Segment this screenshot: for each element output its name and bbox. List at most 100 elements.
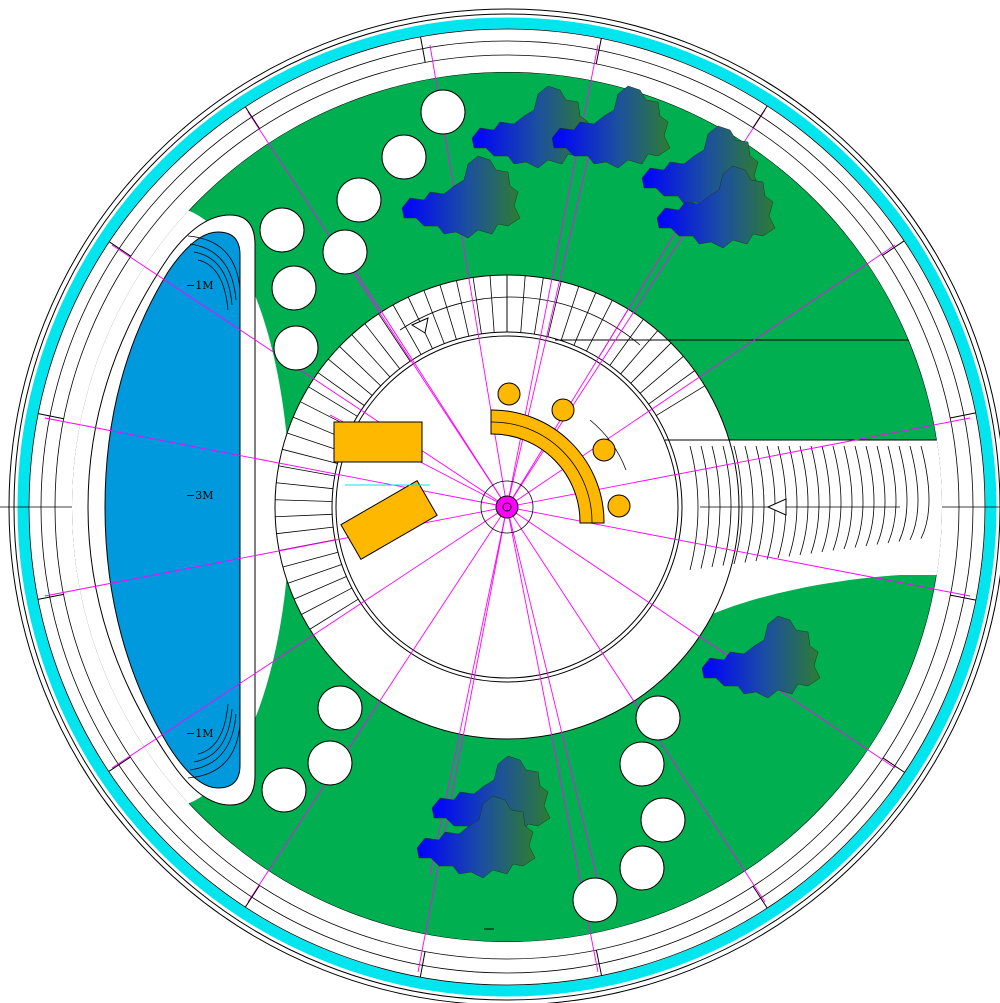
dimension-tick [882,757,905,773]
round-stool [420,89,466,135]
dimension-ticks [37,36,976,978]
stair-tread [722,445,732,566]
stair-tread [439,284,457,340]
stair-tread [282,448,338,464]
bar-stool [497,382,521,406]
stair-tread [656,385,706,416]
dimension-tick [37,593,64,600]
dimension-tick [752,885,768,909]
stair-tread [586,300,613,352]
stair-tread [639,356,684,394]
guide-line [111,506,508,769]
stair-tread [609,319,644,366]
ramp-arrow-right [766,498,787,516]
stair-tread [854,445,864,548]
stair-tread [810,445,820,554]
stair-tread [309,598,359,630]
round-stool [261,767,307,813]
round-stool [381,134,427,180]
stair-tread [308,386,358,417]
stair-tread [689,445,699,571]
round-stool [635,695,681,741]
guide-line [247,111,508,508]
dimension-tick [244,885,261,908]
stair-tread [489,275,495,333]
depth-label-middle: −3M [186,489,213,502]
guide-line [111,244,508,508]
dimension-tick [38,413,64,420]
stair-tread [317,372,365,406]
curved-counter [490,409,605,524]
stair-tread [472,277,482,334]
depth-label-upper: −1M [186,279,213,292]
stair-tread [276,526,334,535]
bench-lower [340,479,438,561]
stair-tread [898,445,908,542]
round-stools [259,89,686,923]
stair-tread [547,281,562,337]
dimension-tick [108,756,131,772]
stair-tread [821,445,831,553]
guide-line [44,417,508,508]
stair-tread [287,564,342,584]
stair-tread [286,432,342,452]
stair-tread [282,551,339,568]
pool-water [104,231,241,789]
stair-tread [301,587,353,615]
guide-line [506,506,896,769]
stair-treads-right [689,445,930,571]
round-stool [322,229,368,275]
dimension-tick [950,594,976,601]
stair-tread [832,445,842,551]
dimension-tick [595,38,602,64]
guide-line [247,506,508,903]
stair-tread [520,275,526,333]
dimension-tick [244,106,261,129]
stair-tread [275,513,333,518]
bench-upper [333,421,423,463]
round-stool [259,207,305,253]
stair-tread [275,499,333,502]
furniture [333,382,631,561]
stair-tread [843,445,853,550]
dimension-tick [109,241,132,257]
stair-tread [392,304,422,355]
stair-tread [887,445,897,544]
pool: −1M −3M −1M [87,214,256,806]
stair-tread [278,465,335,477]
stair-tread [573,292,597,346]
stair-tread [876,445,886,545]
round-stool [336,177,382,223]
stair-tread [865,445,875,547]
bar-stool [592,438,616,462]
stair-tread [533,277,544,335]
round-stool [271,265,317,311]
bar-stool [607,494,631,518]
round-stool [619,741,665,787]
stair-tread [339,346,381,387]
guide-line [44,506,508,597]
stair-tread [351,334,391,378]
dimension-tick [420,36,426,63]
round-stool [640,797,686,843]
stair-tread [920,445,930,539]
stair-tread [560,286,580,341]
stair-tread [799,445,809,556]
round-stool [317,685,363,731]
stair-tread [276,482,334,490]
stair-tread [788,445,798,557]
stair-tread [378,313,411,362]
depth-label-lower: −1M [186,727,213,740]
guide-line [417,506,508,973]
stair-treads-upper [275,275,706,630]
stair-tread [327,358,373,396]
guide-line [344,254,508,508]
stair-edge [399,296,641,346]
stair-tread [456,280,470,337]
stair-tread [733,445,743,565]
stair-tread [423,290,445,344]
round-stool [307,740,353,786]
round-stool [619,845,665,891]
round-stool [273,325,319,371]
bar-stool [551,398,575,422]
